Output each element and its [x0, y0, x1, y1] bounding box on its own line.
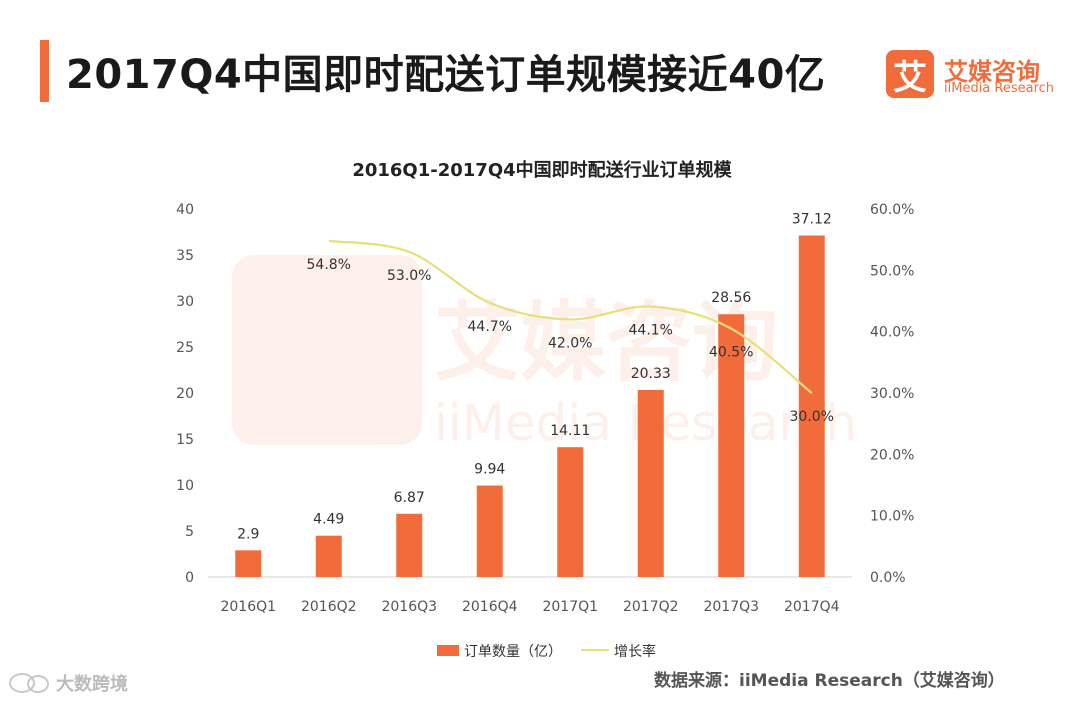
y-right-tick-label: 60.0% [870, 202, 914, 218]
growth-rate-label: 54.8% [307, 257, 351, 273]
bar-series [235, 235, 825, 577]
y-left-tick-label: 15 [176, 432, 194, 448]
brand-name-cn: 艾媒咨询 [944, 58, 1040, 86]
y-right-tick-label: 20.0% [870, 447, 914, 463]
growth-rate-label: 44.7% [468, 319, 512, 335]
x-tick-label: 2017Q2 [623, 599, 679, 615]
y-right-tick-label: 50.0% [870, 263, 914, 279]
y-left-tick-label: 0 [185, 570, 194, 586]
bar [637, 389, 664, 577]
bar-value-label: 37.12 [792, 211, 832, 227]
legend-bar-swatch [437, 645, 459, 656]
x-tick-label: 2016Q1 [220, 599, 276, 615]
y-right-tick-label: 0.0% [870, 570, 906, 586]
bar-value-label: 9.94 [474, 462, 505, 478]
y-left-tick-label: 25 [176, 340, 194, 356]
brand-name-en: iiMedia Research [944, 81, 1055, 96]
x-tick-label: 2016Q3 [381, 599, 437, 615]
x-tick-label: 2017Q4 [784, 599, 840, 615]
x-tick-label: 2016Q4 [462, 599, 518, 615]
bar-value-label: 14.11 [550, 423, 590, 439]
bar [476, 485, 503, 577]
line-data-labels: 54.8% 53.0% 44.7% 42.0% 44.1% 40.5% 30.0% [307, 257, 834, 425]
corner-watermark-text: 大数跨境 [56, 674, 128, 695]
bar-value-label: 4.49 [313, 512, 344, 528]
growth-rate-line [328, 239, 813, 394]
bar-value-label: 20.33 [631, 366, 671, 382]
bar [798, 235, 825, 577]
x-tick-label: 2017Q1 [542, 599, 598, 615]
bar-value-label: 28.56 [711, 290, 751, 306]
bar [315, 535, 342, 577]
chart-title: 2016Q1-2017Q4中国即时配送行业订单规模 [352, 159, 732, 181]
y-left-tick-label: 20 [176, 386, 194, 402]
brand-logo: 艾 艾媒咨询 iiMedia Research [886, 50, 1076, 100]
chat-bubble-icon [9, 673, 49, 693]
growth-rate-label: 42.0% [548, 335, 592, 351]
title-accent-bar [40, 40, 49, 102]
y-left-tick-label: 10 [176, 478, 194, 494]
y-left-tick-label: 35 [176, 248, 194, 264]
bar-data-labels: 2.9 4.49 6.87 9.94 14.11 20.33 28.56 37.12 [237, 211, 832, 542]
legend-line-label: 增长率 [614, 643, 656, 660]
watermark: 艾媒咨询 iiMedia Research [232, 255, 857, 452]
growth-rate-label: 53.0% [387, 268, 431, 284]
bar-value-label: 2.9 [237, 526, 259, 542]
y-left-tick-label: 5 [185, 524, 194, 540]
left-axis: 0 5 10 15 20 25 30 35 40 [176, 202, 194, 586]
y-right-tick-label: 30.0% [870, 386, 914, 402]
bar [718, 314, 745, 577]
brand-mark-icon: 艾 [886, 50, 934, 98]
watermark-mark-icon [232, 255, 422, 445]
bar [396, 513, 423, 577]
y-right-tick-label: 10.0% [870, 509, 914, 525]
growth-rate-label: 44.1% [629, 323, 673, 339]
corner-watermark: 大数跨境 [8, 670, 128, 696]
y-left-tick-label: 40 [176, 202, 194, 218]
x-tick-label: 2016Q2 [301, 599, 357, 615]
growth-rate-label: 30.0% [790, 409, 834, 425]
growth-rate-label: 40.5% [709, 345, 753, 361]
x-tick-label: 2017Q3 [703, 599, 759, 615]
y-left-tick-label: 30 [176, 294, 194, 310]
page-title: 2017Q4中国即时配送订单规模接近40亿 [66, 52, 826, 98]
y-right-tick-label: 40.0% [870, 325, 914, 341]
bar-value-label: 6.87 [394, 490, 425, 506]
source-note: 数据来源：iiMedia Research（艾媒咨询） [654, 671, 1005, 691]
right-axis: 0.0% 10.0% 20.0% 30.0% 40.0% 50.0% 60.0% [870, 202, 914, 586]
legend-bar-label: 订单数量（亿） [464, 644, 562, 660]
x-axis: 2016Q1 2016Q2 2016Q3 2016Q4 2017Q1 2017Q2 2017… [220, 599, 839, 615]
bar [235, 550, 262, 577]
legend: 订单数量（亿） 增长率 [437, 643, 656, 660]
bar [557, 447, 584, 577]
